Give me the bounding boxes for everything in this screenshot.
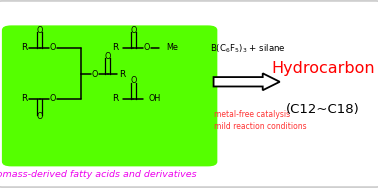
- Text: O: O: [130, 76, 136, 85]
- Text: O: O: [105, 52, 111, 61]
- Text: R: R: [22, 43, 28, 52]
- Text: R: R: [119, 70, 125, 79]
- Text: Me: Me: [166, 43, 178, 52]
- Text: O: O: [144, 43, 150, 52]
- Text: Hydrocarbon: Hydrocarbon: [271, 61, 375, 76]
- Text: R: R: [112, 94, 118, 103]
- Text: O: O: [130, 26, 136, 35]
- Text: B(C$_6$F$_5$)$_3$ + silane: B(C$_6$F$_5$)$_3$ + silane: [210, 43, 285, 55]
- Text: O: O: [37, 112, 43, 121]
- Text: O: O: [50, 43, 56, 52]
- Text: R: R: [112, 43, 118, 52]
- Text: O: O: [50, 94, 56, 103]
- Text: (C12~C18): (C12~C18): [286, 102, 360, 116]
- Text: metal-free catalysis
mild reaction conditions: metal-free catalysis mild reaction condi…: [214, 110, 306, 131]
- FancyBboxPatch shape: [2, 25, 217, 166]
- FancyArrow shape: [214, 73, 280, 90]
- Text: OH: OH: [148, 94, 160, 103]
- Text: R: R: [22, 94, 28, 103]
- Text: O: O: [37, 26, 43, 35]
- Text: biomass-derived fatty acids and derivatives: biomass-derived fatty acids and derivati…: [0, 170, 197, 179]
- Text: O: O: [92, 70, 98, 79]
